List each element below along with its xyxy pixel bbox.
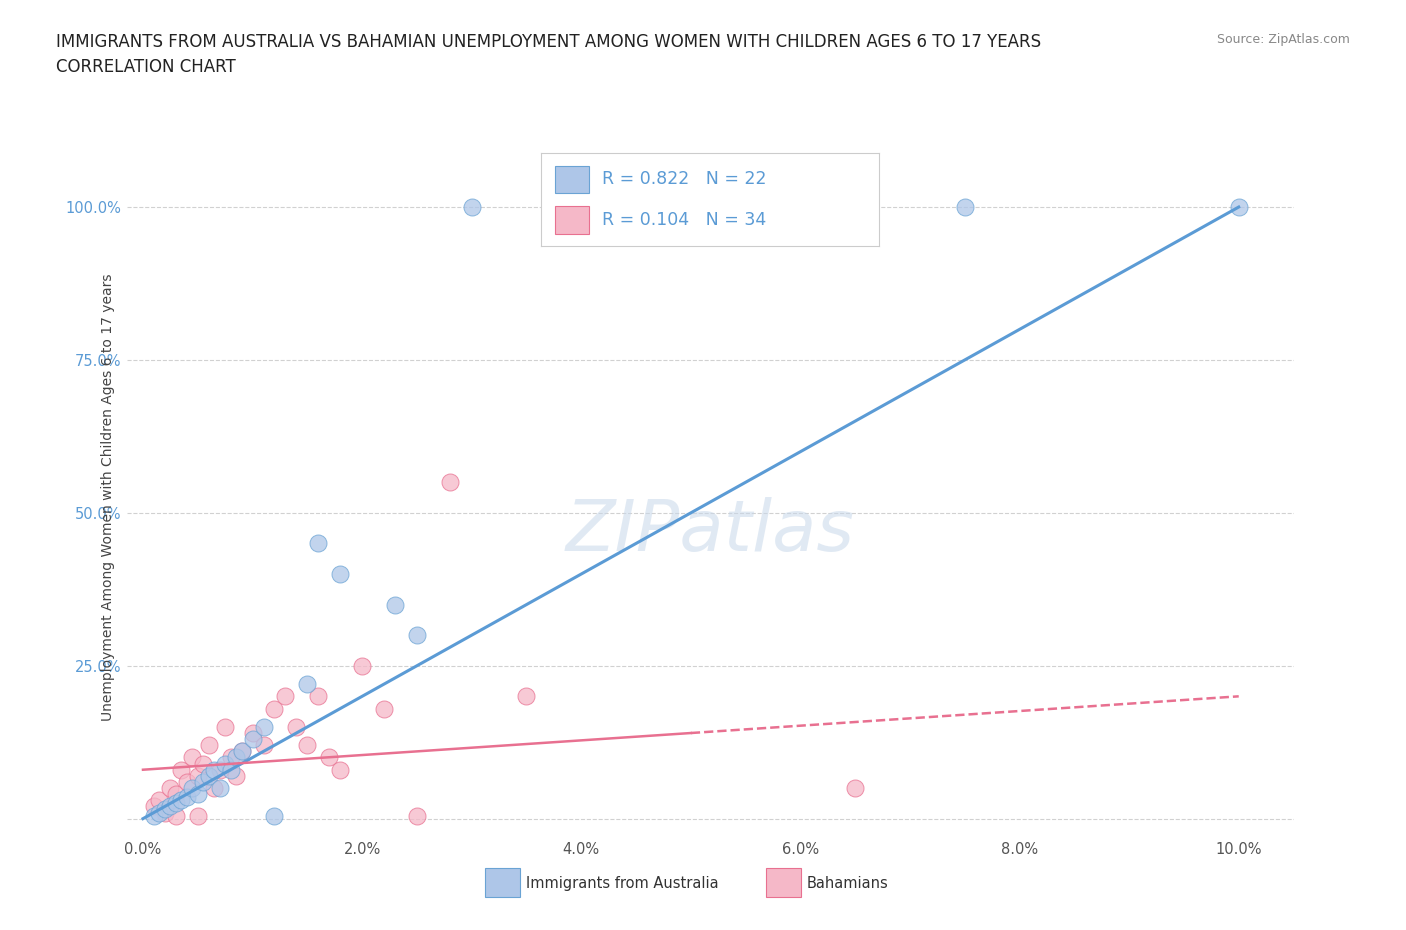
Text: CORRELATION CHART: CORRELATION CHART	[56, 58, 236, 75]
Point	[263, 701, 285, 716]
Point	[242, 725, 264, 740]
Point	[187, 808, 209, 823]
Point	[274, 689, 297, 704]
Point	[242, 732, 264, 747]
Point	[159, 799, 181, 814]
Text: R = 0.822   N = 22: R = 0.822 N = 22	[602, 170, 766, 189]
Text: Source: ZipAtlas.com: Source: ZipAtlas.com	[1216, 33, 1350, 46]
Point	[219, 763, 242, 777]
Point	[148, 793, 170, 808]
Point	[153, 805, 176, 820]
Point	[181, 780, 204, 795]
Point	[187, 768, 209, 783]
Point	[165, 787, 187, 802]
Point	[225, 768, 247, 783]
Point	[165, 796, 187, 811]
Point	[153, 802, 176, 817]
Point	[176, 790, 198, 804]
Point	[329, 763, 352, 777]
Point	[953, 200, 976, 215]
Point	[285, 720, 308, 735]
Point	[329, 566, 352, 581]
Point	[263, 808, 285, 823]
Point	[165, 808, 187, 823]
Point	[252, 737, 274, 752]
Point	[181, 751, 204, 765]
Point	[384, 597, 406, 612]
Point	[252, 720, 274, 735]
Point	[318, 751, 340, 765]
Text: Immigrants from Australia: Immigrants from Australia	[526, 876, 718, 891]
Point	[197, 768, 219, 783]
Point	[844, 780, 866, 795]
Point	[148, 805, 170, 820]
Point	[202, 763, 225, 777]
Point	[214, 720, 236, 735]
Bar	[555, 166, 589, 193]
Point	[219, 751, 242, 765]
Point	[515, 689, 537, 704]
Point	[176, 775, 198, 790]
Point	[231, 744, 253, 759]
Point	[187, 787, 209, 802]
Point	[159, 780, 181, 795]
Bar	[555, 206, 589, 234]
Text: Bahamians: Bahamians	[807, 876, 889, 891]
Point	[406, 808, 429, 823]
Point	[197, 737, 219, 752]
Text: ZIPatlas: ZIPatlas	[565, 497, 855, 566]
Y-axis label: Unemployment Among Women with Children Ages 6 to 17 years: Unemployment Among Women with Children A…	[101, 273, 115, 722]
Point	[460, 200, 482, 215]
Point	[142, 808, 165, 823]
Point	[208, 763, 231, 777]
Point	[208, 780, 231, 795]
Point	[373, 701, 395, 716]
Point	[307, 689, 329, 704]
Point	[297, 737, 319, 752]
Point	[170, 793, 193, 808]
Point	[307, 536, 329, 551]
Point	[352, 658, 374, 673]
Point	[231, 744, 253, 759]
Point	[439, 475, 461, 490]
Point	[193, 775, 215, 790]
Point	[170, 763, 193, 777]
Point	[142, 799, 165, 814]
Point	[1227, 200, 1250, 215]
Point	[202, 780, 225, 795]
Point	[225, 751, 247, 765]
Point	[214, 756, 236, 771]
Point	[193, 756, 215, 771]
Text: IMMIGRANTS FROM AUSTRALIA VS BAHAMIAN UNEMPLOYMENT AMONG WOMEN WITH CHILDREN AGE: IMMIGRANTS FROM AUSTRALIA VS BAHAMIAN UN…	[56, 33, 1042, 50]
Point	[406, 628, 429, 643]
Point	[297, 677, 319, 692]
Text: R = 0.104   N = 34: R = 0.104 N = 34	[602, 211, 766, 230]
